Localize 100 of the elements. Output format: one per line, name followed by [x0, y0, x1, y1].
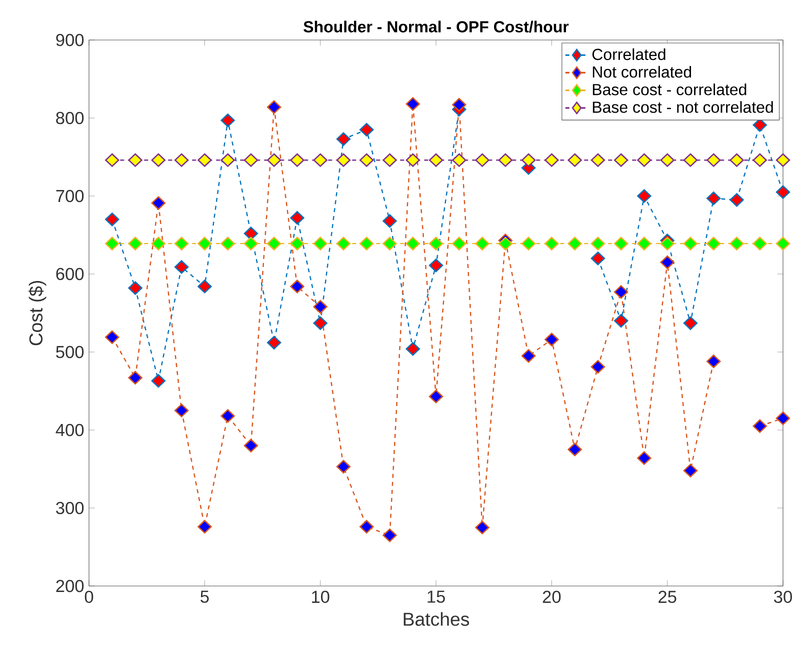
point	[660, 256, 674, 270]
point	[128, 281, 142, 295]
point	[452, 153, 466, 167]
point	[428, 153, 444, 167]
point	[475, 236, 490, 250]
point	[544, 332, 559, 346]
point	[428, 258, 444, 272]
point	[498, 153, 513, 167]
point	[614, 285, 628, 299]
point	[637, 236, 652, 250]
point	[313, 316, 328, 330]
point	[590, 252, 606, 266]
point	[752, 419, 767, 433]
point	[290, 280, 304, 294]
point	[568, 153, 582, 167]
x-axis-title: Batches	[404, 612, 470, 626]
point	[730, 153, 744, 167]
point	[730, 236, 744, 250]
point	[128, 153, 142, 167]
x-tick-label: 30	[774, 590, 792, 603]
point	[198, 520, 212, 534]
point	[198, 153, 212, 167]
x-tick-label: 0	[84, 590, 94, 603]
y-tick-label: 900	[56, 34, 84, 46]
point	[614, 314, 628, 328]
legend-label: Not correlated	[592, 66, 692, 78]
point	[290, 153, 304, 167]
point	[313, 153, 328, 167]
y-tick-label: 500	[56, 346, 84, 358]
point	[266, 153, 282, 167]
point	[730, 193, 744, 207]
point	[151, 196, 166, 210]
x-tick-label: 10	[312, 590, 330, 603]
point	[568, 442, 582, 456]
x-tick-label: 5	[200, 590, 209, 603]
point	[521, 153, 536, 167]
point	[475, 153, 490, 167]
point	[336, 236, 351, 250]
point	[359, 122, 374, 137]
point	[475, 520, 490, 534]
point	[683, 464, 698, 478]
point	[706, 192, 721, 206]
chart-title: Shoulder - Normal - OPF Cost/hour	[304, 20, 569, 33]
point	[590, 360, 606, 374]
point	[105, 212, 120, 226]
point	[568, 236, 582, 250]
point	[406, 236, 420, 250]
point	[290, 236, 304, 250]
point	[174, 260, 189, 274]
point	[105, 153, 120, 167]
point	[452, 98, 466, 112]
point	[706, 153, 721, 167]
point	[198, 280, 212, 294]
point	[244, 438, 258, 452]
y-tick-label: 800	[56, 112, 84, 124]
point	[151, 236, 166, 250]
legend-label: Correlated	[592, 48, 666, 60]
point	[544, 153, 559, 167]
point	[683, 153, 698, 167]
point	[428, 390, 444, 404]
point	[406, 342, 420, 356]
point	[752, 236, 767, 250]
point	[544, 236, 559, 250]
point	[105, 236, 120, 250]
point	[174, 404, 189, 418]
point	[128, 370, 142, 385]
point	[660, 153, 674, 167]
point	[244, 236, 258, 250]
point	[174, 153, 189, 167]
point	[128, 236, 142, 250]
point	[198, 236, 212, 250]
point	[313, 300, 328, 314]
point	[151, 153, 166, 167]
y-tick-label: 200	[56, 580, 84, 592]
point	[382, 236, 397, 250]
point	[151, 374, 166, 388]
point	[382, 153, 397, 167]
point	[359, 153, 374, 167]
point	[706, 236, 721, 250]
point	[590, 236, 606, 250]
x-tick-label: 25	[658, 590, 676, 603]
point	[266, 100, 282, 114]
point	[174, 236, 189, 250]
point	[220, 409, 235, 423]
point	[452, 236, 466, 250]
point	[683, 236, 698, 250]
point	[637, 153, 652, 167]
point	[266, 236, 282, 250]
point	[359, 520, 374, 534]
point	[614, 236, 628, 250]
point	[406, 153, 420, 167]
point	[336, 460, 351, 474]
point	[752, 118, 767, 132]
point	[359, 236, 374, 250]
point	[637, 189, 652, 203]
point	[336, 132, 351, 146]
point	[220, 114, 235, 128]
point	[244, 153, 258, 167]
point	[313, 236, 328, 250]
point	[220, 153, 235, 167]
